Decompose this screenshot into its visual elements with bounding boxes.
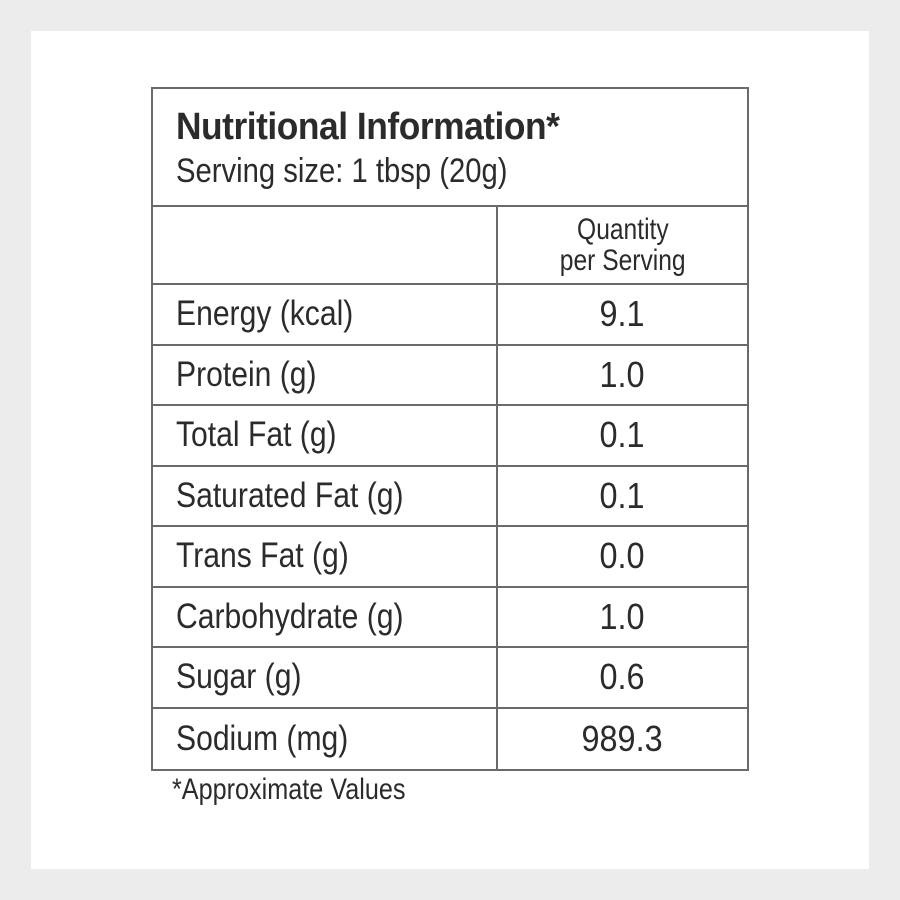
table-row: Carbohydrate (g) 1.0 xyxy=(153,587,747,648)
nutrient-name: Energy (kcal) xyxy=(176,294,354,334)
table-row: Protein (g) 1.0 xyxy=(153,345,747,406)
nutrient-name-cell: Saturated Fat (g) xyxy=(153,466,498,525)
nutrition-facts-table: Nutritional Information* Serving size: 1… xyxy=(151,87,749,771)
table-row: Trans Fat (g) 0.0 xyxy=(153,527,747,588)
column-header-row: Quantity per Serving xyxy=(153,207,747,285)
nutrient-value: 0.0 xyxy=(599,535,646,577)
nutrient-value-cell: 9.1 xyxy=(498,285,747,344)
table-row: Saturated Fat (g) 0.1 xyxy=(153,466,747,527)
table-row: Energy (kcal) 9.1 xyxy=(153,285,747,346)
nutrient-name: Sugar (g) xyxy=(176,657,302,697)
footnote: *Approximate Values xyxy=(172,773,406,806)
nutrient-name: Total Fat (g) xyxy=(176,415,337,455)
nutrient-name-cell: Carbohydrate (g) xyxy=(153,587,498,646)
serving-size: Serving size: 1 tbsp (20g) xyxy=(176,152,508,190)
nutrient-value-cell: 0.1 xyxy=(498,467,747,526)
nutrient-value: 0.1 xyxy=(599,474,646,516)
nutrient-name-cell: Total Fat (g) xyxy=(153,406,498,465)
nutrient-value-cell: 989.3 xyxy=(498,709,747,770)
nutrition-header: Nutritional Information* Serving size: 1… xyxy=(153,89,747,207)
nutrition-title: Nutritional Information* xyxy=(176,106,560,148)
nutrient-value: 9.1 xyxy=(599,293,646,335)
nutrient-value-cell: 0.0 xyxy=(498,527,747,586)
nutrient-value-cell: 0.1 xyxy=(498,406,747,465)
nutrient-value-cell: 1.0 xyxy=(498,346,747,405)
nutrient-name: Sodium (mg) xyxy=(176,718,349,758)
quantity-header-line2: per Serving xyxy=(559,244,686,277)
nutrient-name: Trans Fat (g) xyxy=(176,536,349,576)
nutrient-name-cell: Sugar (g) xyxy=(153,648,498,707)
nutrient-value: 1.0 xyxy=(599,595,646,637)
quantity-column-header: Quantity per Serving xyxy=(498,207,747,283)
nutrient-value: 0.1 xyxy=(599,414,646,456)
nutrient-name-cell: Energy (kcal) xyxy=(153,285,498,344)
nutrient-value-cell: 1.0 xyxy=(498,588,747,647)
nutrient-name: Saturated Fat (g) xyxy=(176,475,404,515)
nutrient-name: Carbohydrate (g) xyxy=(176,596,404,636)
nutrient-name-cell: Sodium (mg) xyxy=(153,708,498,769)
nutrient-value: 1.0 xyxy=(599,353,646,395)
nutrient-value: 0.6 xyxy=(599,656,646,698)
nutrient-name-cell: Protein (g) xyxy=(153,345,498,404)
nutrient-column-header xyxy=(153,207,498,283)
table-row: Sodium (mg) 989.3 xyxy=(153,708,747,770)
nutrient-value: 989.3 xyxy=(581,717,664,759)
nutrient-name: Protein (g) xyxy=(176,354,317,394)
table-row: Total Fat (g) 0.1 xyxy=(153,406,747,467)
quantity-header-line1: Quantity xyxy=(576,213,669,246)
table-row: Sugar (g) 0.6 xyxy=(153,648,747,709)
nutrient-name-cell: Trans Fat (g) xyxy=(153,527,498,586)
nutrient-value-cell: 0.6 xyxy=(498,648,747,707)
